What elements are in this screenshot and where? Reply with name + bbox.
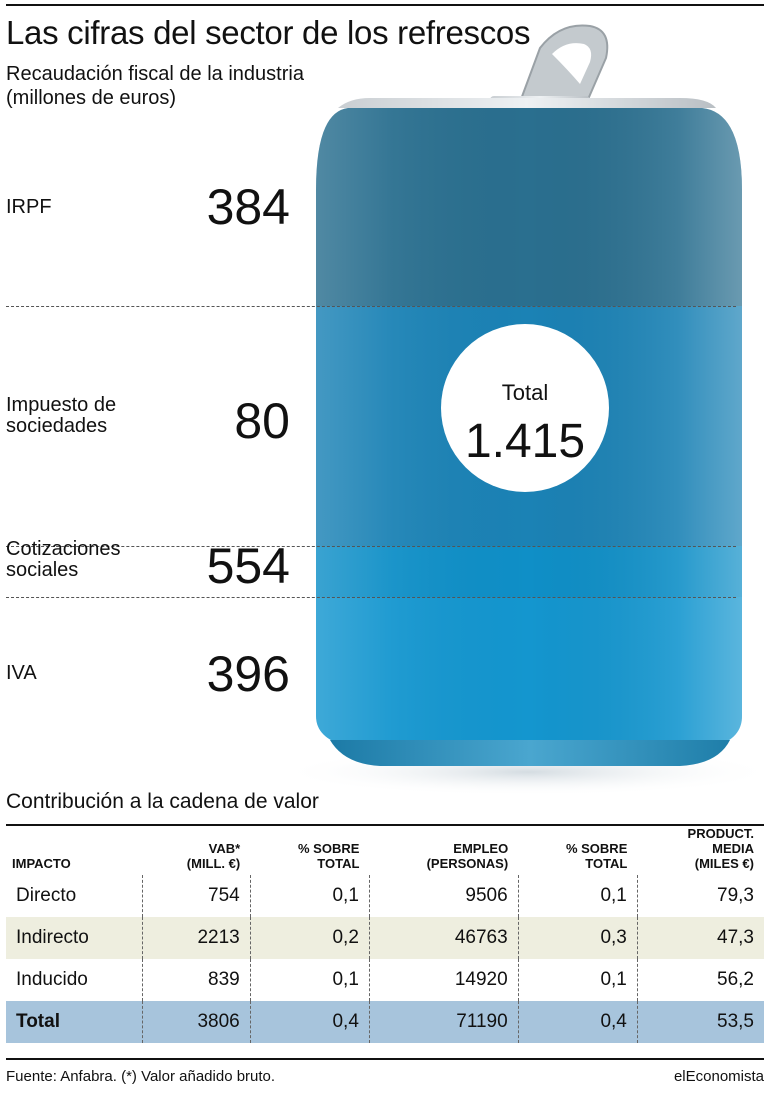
table-header-row: IMPACTO VAB* (MILL. €)% SOBRE TOTAL EMPLEO (P… — [6, 826, 764, 875]
column-header: PRODUCT. MEDIA (MILES €) — [637, 826, 764, 875]
column-header: EMPLEO (PERSONAS) — [369, 826, 518, 875]
row-divider — [6, 597, 736, 598]
category-label: IRPF — [6, 195, 52, 218]
category-label: Impuesto de sociedades — [6, 394, 117, 437]
table-cell: Total — [6, 1001, 143, 1043]
can-pull-tab — [518, 24, 609, 106]
table-cell: 839 — [142, 959, 251, 1001]
table-cell: 47,3 — [636, 917, 764, 959]
table-row: Indirecto 2213 0,2 46763 0,3 47,3 — [6, 917, 764, 959]
column-header-line: PRODUCT. — [687, 826, 754, 841]
table-cell: 0,1 — [249, 875, 370, 917]
table-cell: Inducido — [16, 969, 88, 990]
column-header-line: (PERSONAS) — [426, 856, 509, 871]
chart-title: Las cifras del sector de los refrescos — [6, 14, 531, 51]
column-header-line: IMPACTO — [12, 856, 71, 871]
column-header-line: % SOBRE — [565, 841, 628, 856]
column-header-line: EMPLEO — [453, 841, 509, 856]
total-label: Total — [501, 380, 549, 405]
table-cell: 53,5 — [636, 1001, 764, 1043]
table-cell: 0,4 — [249, 1001, 370, 1043]
column-header: IMPACTO — [6, 826, 143, 875]
category-value: 384 — [206, 179, 290, 235]
table-cell: 0,1 — [249, 959, 370, 1001]
table-row: Directo 754 0,1 9506 0,1 79,3 — [6, 875, 764, 917]
total-value: 1.415 — [464, 415, 586, 468]
category-value: 80 — [234, 393, 290, 449]
column-header-line: (MILL. €) — [186, 856, 241, 871]
table-cell: 0,1 — [517, 875, 638, 917]
table-top-rule — [6, 824, 764, 826]
table-cell: 14920 — [368, 959, 519, 1001]
column-header-line: (MILES €) — [694, 856, 754, 871]
table-cell: 9506 — [368, 875, 519, 917]
column-header-line: TOTAL — [585, 856, 628, 871]
category-label: Cotizaciones sociales — [6, 537, 121, 581]
table-cell: 2213 — [142, 917, 251, 959]
column-header: % SOBRE TOTAL — [518, 826, 637, 875]
table-row: Total 3806 0,4 71190 0,4 53,5 — [6, 1001, 764, 1043]
column-header: VAB* (MILL. €) — [143, 826, 251, 875]
value-chain-table: IMPACTO VAB* (MILL. €)% SOBRE TOTAL EMPLEO (P… — [6, 826, 764, 1043]
table-cell: 79,3 — [636, 875, 764, 917]
brand-logo: elEconomista — [673, 1068, 764, 1085]
row-divider — [6, 546, 736, 547]
table-cell: Directo — [16, 885, 77, 906]
category-value: 396 — [206, 645, 290, 702]
category-value: 554 — [206, 537, 290, 594]
column-header-line: TOTAL — [317, 856, 360, 871]
total-badge: Total 1.415 — [441, 324, 609, 492]
table-cell: 56,2 — [636, 959, 764, 1001]
row-divider — [6, 306, 736, 307]
table-cell: 0,1 — [517, 959, 638, 1001]
table-bottom-rule — [6, 1058, 764, 1060]
table-cell: 754 — [142, 875, 251, 917]
chart-subtitle: Recaudación fiscal de la industria (mill… — [6, 63, 304, 109]
column-header-line: MEDIA — [712, 841, 754, 856]
table-cell: Indirecto — [6, 917, 143, 959]
table-cell: 0,2 — [249, 917, 370, 959]
source-note: Fuente: Anfabra. (*) Valor añadido bruto… — [6, 1068, 276, 1085]
table-title: Contribución a la cadena de valor — [6, 790, 319, 813]
category-label: IVA — [6, 662, 37, 684]
top-rule — [6, 4, 764, 6]
table-cell: 0,4 — [517, 1001, 638, 1043]
table-cell: 71190 — [368, 1001, 519, 1043]
column-header-line: % SOBRE — [298, 841, 360, 856]
column-header: % SOBRE TOTAL — [250, 826, 369, 875]
column-header-line: VAB* — [208, 841, 241, 856]
table-cell: 46763 — [368, 917, 519, 959]
table-cell: 0,3 — [517, 917, 638, 959]
table-row: Inducido 839 0,1 14920 0,1 56,2 — [6, 959, 764, 1001]
table-cell: 3806 — [142, 1001, 251, 1043]
